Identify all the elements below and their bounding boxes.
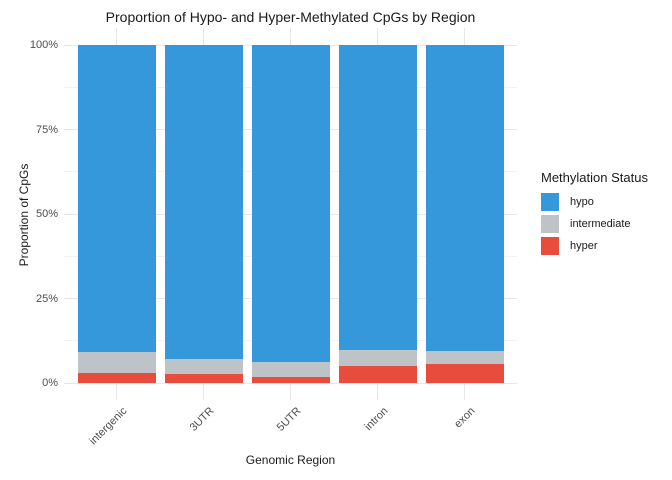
y-tick-label-50%: 50% <box>35 208 58 220</box>
x-tick-label-intron: intron <box>362 405 390 433</box>
bar-segment-hypo-exon <box>425 45 504 352</box>
x-axis-title: Genomic Region <box>245 453 336 467</box>
legend-title: Methylation Status <box>541 170 648 185</box>
bar-segment-intermediate-3UTR <box>164 359 243 374</box>
bar-segment-hyper-5UTR <box>251 377 330 383</box>
legend-label-hyper: hyper <box>570 240 598 252</box>
bar-segment-hyper-3UTR <box>164 373 243 383</box>
legend-swatch-intermediate <box>541 215 559 233</box>
legend-label-intermediate: intermediate <box>570 218 631 230</box>
legend-swatch-hypo <box>541 193 559 211</box>
bar-segment-hypo-intergenic <box>77 45 156 353</box>
x-tick-label-3UTR: 3UTR <box>187 405 216 434</box>
x-tick-label-5UTR: 5UTR <box>274 405 303 434</box>
x-tick-label-intergenic: intergenic <box>86 405 129 448</box>
y-tick-label-75%: 75% <box>35 123 58 136</box>
bar-segment-hyper-intron <box>338 365 417 383</box>
plot-panel <box>64 28 517 400</box>
bar-segment-hyper-exon <box>425 364 504 383</box>
legend-item-hyper: hyper <box>541 237 666 255</box>
chart-title: Proportion of Hypo- and Hyper-Methylated… <box>105 9 476 25</box>
bar-segment-intermediate-exon <box>425 351 504 365</box>
legend-label-hypo: hypo <box>570 196 594 208</box>
y-tick-label-100%: 100% <box>29 39 58 51</box>
legend-item-hypo: hypo <box>541 193 666 211</box>
bar-segment-hypo-3UTR <box>164 45 243 360</box>
bar-segment-hypo-intron <box>338 45 417 350</box>
bar-segment-intermediate-5UTR <box>251 362 330 378</box>
legend-swatch-hyper <box>541 237 559 255</box>
legend-items: hypo intermediate hyper <box>541 193 666 255</box>
bar-segment-hypo-5UTR <box>251 45 330 363</box>
bar-segment-intermediate-intergenic <box>77 352 156 373</box>
x-tick-label-exon: exon <box>451 405 477 431</box>
bar-segment-hyper-intergenic <box>77 372 156 383</box>
legend: Methylation Status hypo intermediate hyper <box>541 170 666 259</box>
y-tick-label-0%: 0% <box>42 377 58 389</box>
legend-item-intermediate: intermediate <box>541 215 666 233</box>
bar-segment-intermediate-intron <box>338 349 417 366</box>
y-tick-label-25%: 25% <box>35 292 58 305</box>
